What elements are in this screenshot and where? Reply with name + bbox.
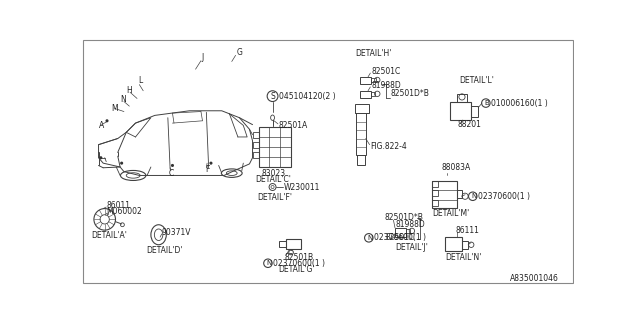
Text: 82501C: 82501C — [386, 233, 415, 242]
Bar — [450, 101, 471, 120]
Text: DETAIL'D': DETAIL'D' — [147, 246, 183, 255]
Bar — [471, 106, 478, 117]
Text: A835001046: A835001046 — [510, 274, 559, 283]
Bar — [355, 104, 369, 113]
Circle shape — [106, 119, 109, 122]
Text: N: N — [471, 193, 476, 199]
Bar — [253, 141, 259, 148]
Text: DETAIL'H': DETAIL'H' — [355, 49, 391, 58]
Text: DETAIL'L': DETAIL'L' — [459, 76, 494, 85]
Text: 02370600(1 ): 02370600(1 ) — [273, 259, 325, 268]
Text: 86111: 86111 — [456, 227, 480, 236]
Bar — [432, 200, 438, 206]
Circle shape — [120, 162, 123, 165]
Bar — [462, 241, 468, 249]
Text: B: B — [484, 100, 489, 106]
Text: M: M — [111, 104, 118, 113]
Text: M060002: M060002 — [106, 207, 142, 216]
Text: 82501B: 82501B — [285, 252, 314, 261]
Text: H: H — [126, 86, 132, 95]
Text: 02370600(1 ): 02370600(1 ) — [478, 192, 530, 201]
Bar — [253, 152, 259, 158]
Text: L: L — [138, 76, 142, 85]
Text: 82501A: 82501A — [279, 121, 308, 130]
Bar — [456, 190, 462, 198]
Text: 81988D: 81988D — [396, 220, 426, 229]
Circle shape — [99, 156, 102, 159]
Text: DETAIL'G': DETAIL'G' — [279, 265, 316, 274]
Bar — [253, 132, 259, 138]
Text: 90371V: 90371V — [162, 228, 191, 237]
Text: N: N — [367, 235, 372, 241]
Bar — [259, 127, 291, 167]
Text: 02370600(1 ): 02370600(1 ) — [374, 233, 426, 242]
Bar — [458, 94, 467, 101]
Text: 83023: 83023 — [262, 169, 286, 178]
Text: 82501C: 82501C — [372, 67, 401, 76]
Text: 82501D*B: 82501D*B — [384, 213, 423, 222]
Circle shape — [209, 162, 212, 165]
Text: F: F — [205, 165, 209, 174]
Bar — [432, 190, 438, 196]
Text: A: A — [99, 121, 104, 130]
Text: 86011: 86011 — [106, 201, 131, 210]
Bar — [279, 241, 285, 247]
Text: DETAIL'F': DETAIL'F' — [257, 193, 292, 202]
Text: S: S — [270, 92, 275, 101]
Bar — [371, 92, 375, 96]
Bar — [360, 77, 371, 84]
Bar — [432, 181, 456, 208]
Text: 045104120(2 ): 045104120(2 ) — [280, 92, 336, 101]
Text: N: N — [120, 95, 126, 105]
Text: N: N — [266, 260, 271, 266]
Text: FIG.822-4: FIG.822-4 — [371, 142, 407, 151]
Text: C: C — [168, 169, 174, 178]
Bar — [406, 229, 410, 233]
Circle shape — [171, 164, 174, 167]
Bar — [371, 78, 376, 82]
Text: 88201: 88201 — [458, 120, 481, 129]
Text: 81988D: 81988D — [372, 81, 402, 90]
Text: DETAIL'A': DETAIL'A' — [91, 231, 127, 240]
Bar — [356, 113, 365, 156]
Text: 88083A: 88083A — [441, 163, 470, 172]
Text: 82501D*B: 82501D*B — [390, 89, 429, 98]
Text: J: J — [201, 53, 204, 62]
Bar — [395, 228, 406, 237]
Bar — [360, 91, 371, 98]
Text: W230011: W230011 — [284, 182, 321, 191]
Bar — [357, 156, 365, 165]
Text: DETAIL'M': DETAIL'M' — [432, 209, 469, 218]
Bar — [445, 237, 462, 251]
Text: DETAIL'N': DETAIL'N' — [445, 252, 481, 261]
Text: G: G — [236, 48, 243, 57]
Bar — [285, 239, 301, 249]
Text: DETAIL'C': DETAIL'C' — [255, 175, 291, 184]
Text: 010006160(1 ): 010006160(1 ) — [492, 99, 548, 108]
Bar — [432, 181, 438, 187]
Text: DETAIL'J': DETAIL'J' — [395, 243, 428, 252]
